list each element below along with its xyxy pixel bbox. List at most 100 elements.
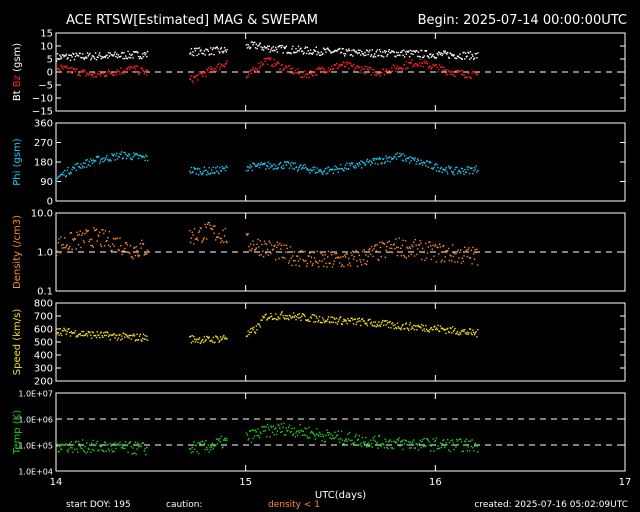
- data-point: [290, 431, 292, 433]
- data-point: [221, 447, 223, 449]
- data-point: [471, 167, 473, 169]
- data-point: [461, 450, 463, 453]
- data-point: [309, 168, 312, 171]
- data-point: [135, 453, 137, 456]
- data-point: [363, 249, 365, 251]
- data-point: [116, 69, 119, 71]
- data-point: [430, 162, 432, 164]
- data-point: [332, 172, 335, 174]
- data-point: [389, 439, 391, 441]
- data-point: [293, 72, 296, 74]
- data-point: [113, 245, 115, 247]
- data-point: [413, 158, 415, 160]
- data-point: [358, 435, 360, 437]
- data-point: [408, 324, 411, 326]
- data-point: [344, 65, 346, 67]
- data-point: [433, 166, 435, 169]
- data-point: [120, 335, 123, 337]
- data-point: [208, 222, 210, 224]
- speed-ytick-label: 200: [34, 377, 53, 388]
- data-point: [417, 51, 420, 53]
- data-point: [313, 70, 315, 72]
- data-point: [190, 237, 193, 239]
- data-point: [222, 336, 224, 338]
- data-point: [365, 263, 368, 265]
- data-point: [360, 54, 362, 56]
- data-point: [340, 63, 342, 65]
- data-point: [60, 56, 62, 58]
- data-point: [391, 50, 394, 53]
- data-point: [72, 451, 74, 453]
- data-point: [444, 445, 446, 447]
- data-point: [224, 336, 227, 339]
- data-point: [397, 326, 399, 328]
- data-point: [132, 67, 134, 69]
- data-point: [105, 75, 107, 77]
- data-point: [297, 49, 299, 52]
- data-point: [132, 257, 134, 260]
- data-point: [397, 439, 399, 441]
- data-point: [373, 159, 375, 161]
- data-point: [69, 246, 71, 248]
- data-point: [212, 448, 214, 450]
- data-point: [134, 51, 137, 53]
- data-point: [404, 63, 406, 66]
- data-point: [130, 158, 132, 161]
- data-point: [447, 70, 450, 72]
- data-point: [89, 239, 91, 241]
- data-point: [421, 441, 423, 443]
- data-point: [69, 335, 72, 337]
- data-point: [316, 53, 318, 56]
- data-point: [141, 442, 143, 445]
- data-point: [107, 448, 110, 450]
- data-point: [135, 152, 137, 155]
- data-point: [460, 330, 463, 332]
- data-point: [57, 67, 59, 69]
- data-point: [142, 333, 145, 335]
- data-point: [338, 438, 340, 440]
- data-point: [318, 435, 320, 437]
- data-point: [221, 338, 223, 340]
- data-point: [263, 240, 266, 242]
- data-point: [290, 67, 292, 70]
- data-point: [192, 340, 194, 343]
- data-point: [282, 426, 284, 428]
- data-point: [469, 51, 472, 53]
- data-point: [365, 65, 368, 68]
- data-point: [82, 334, 84, 337]
- data-point: [97, 73, 99, 75]
- data-point: [371, 249, 373, 252]
- data-point: [340, 323, 343, 325]
- data-point: [212, 225, 214, 227]
- data-point: [192, 451, 194, 453]
- data-point: [348, 62, 351, 64]
- data-point: [262, 250, 264, 252]
- data-point: [261, 243, 263, 246]
- data-point: [443, 328, 445, 330]
- data-point: [277, 62, 279, 65]
- data-point: [189, 335, 192, 338]
- data-point: [71, 168, 73, 171]
- data-point: [291, 427, 293, 430]
- data-point: [433, 450, 435, 452]
- data-point: [84, 162, 86, 164]
- data-point: [62, 171, 64, 174]
- data-point: [353, 49, 356, 52]
- data-point: [133, 66, 135, 68]
- data-point: [455, 57, 457, 60]
- data-point: [89, 444, 91, 446]
- data-point: [301, 50, 304, 52]
- data-point: [447, 327, 449, 330]
- data-point: [408, 157, 410, 159]
- data-point: [306, 319, 309, 322]
- data-point: [387, 160, 389, 162]
- data-point: [137, 154, 139, 156]
- data-point: [217, 171, 219, 173]
- data-point: [452, 71, 455, 73]
- data-point: [449, 327, 451, 329]
- data-point: [331, 168, 334, 170]
- data-point: [476, 171, 478, 173]
- speed-ytick-label: 700: [34, 312, 53, 323]
- data-point: [399, 251, 401, 253]
- data-point: [441, 65, 443, 68]
